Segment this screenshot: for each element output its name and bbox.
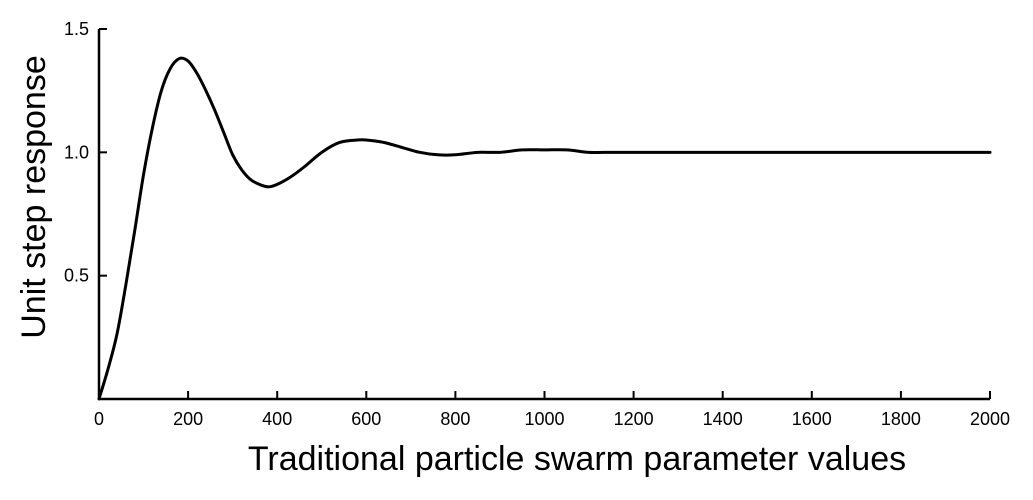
x-tick-label: 800: [440, 409, 470, 429]
x-tick-label: 1800: [881, 409, 921, 429]
x-tick-label: 1000: [524, 409, 564, 429]
x-tick-label: 2000: [970, 409, 1010, 429]
x-tick-label: 600: [351, 409, 381, 429]
x-tick-label: 1200: [614, 409, 654, 429]
x-tick-label: 400: [262, 409, 292, 429]
ticks: 0 200 400 600 800 1000 1200 1400 1600 1800 2000 0.5…: [64, 19, 1010, 429]
series: [97, 56, 992, 401]
x-tick-label: 1400: [703, 409, 743, 429]
y-tick-label: 0.5: [64, 266, 89, 286]
series-line: [97, 56, 992, 401]
x-tick-label: 200: [173, 409, 203, 429]
y-tick-label: 1.0: [64, 142, 89, 162]
y-tick-label: 1.5: [64, 19, 89, 39]
x-axis-label: Traditional particle swarm parameter val…: [248, 440, 906, 478]
x-tick-label: 1600: [792, 409, 832, 429]
axes: [97, 29, 990, 401]
y-axis-label: Unit step response: [15, 55, 53, 339]
x-tick-label: 0: [94, 409, 104, 429]
